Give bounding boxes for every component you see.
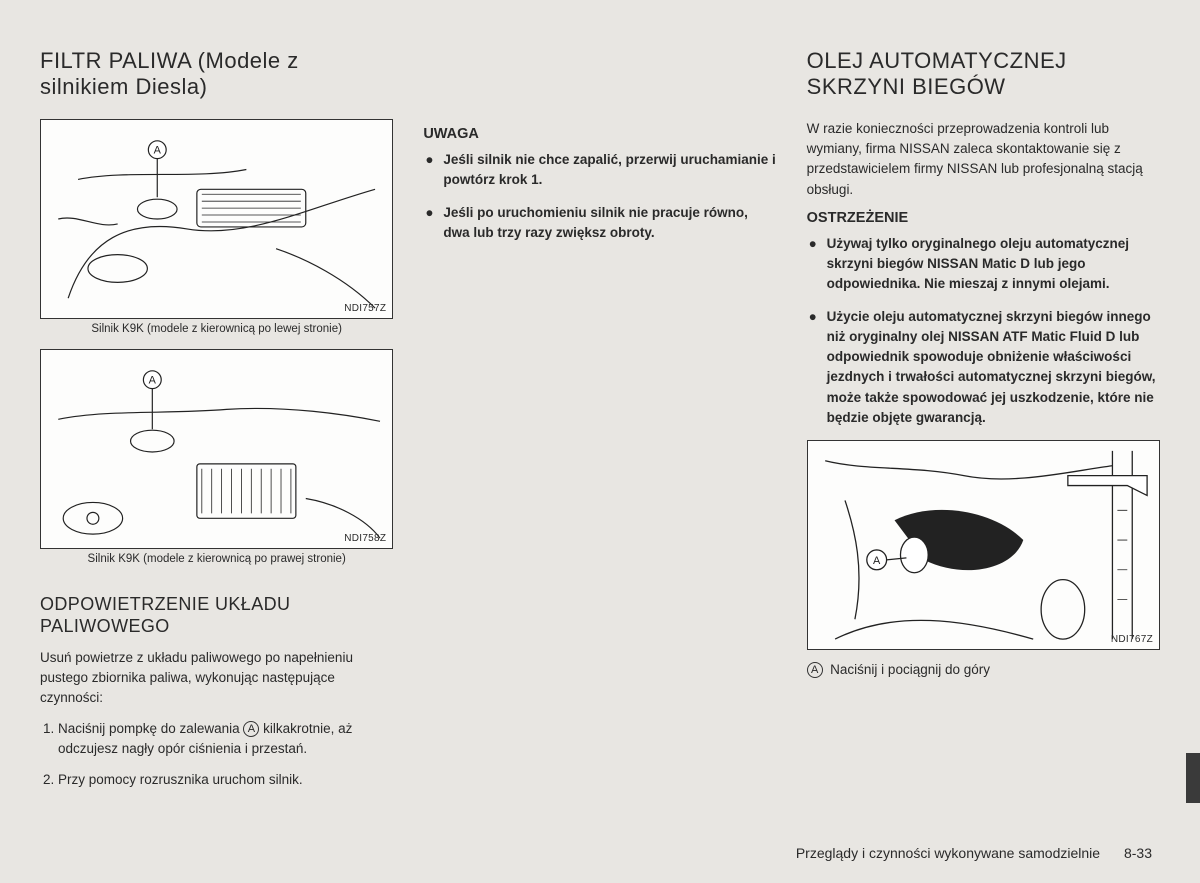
figure-code-3: NDI767Z [1111,634,1153,645]
column-middle: UWAGA Jeśli silnik nie chce zapalić, prz… [423,48,776,863]
uwaga-item-2: Jeśli po uruchomieniu silnik nie pracuje… [423,203,776,244]
figure-code-1: NDI757Z [344,303,386,314]
column-left: FILTR PALIWA (Modele z silnikiem Diesla)… [40,48,393,863]
column-right: OLEJ AUTOMATYCZNEJ SKRZYNI BIEGÓW W razi… [807,48,1160,863]
steps-list: Naciśnij pompkę do zalewania A kilkakrot… [40,719,393,802]
engine-diagram-1: A [41,120,392,318]
footer-text: Przeglądy i czynności wykonywane samodzi… [796,845,1100,861]
svg-text:A: A [154,144,162,156]
section-tab [1186,753,1200,803]
uwaga-heading: UWAGA [423,126,776,142]
uwaga-list: Jeśli silnik nie chce zapalić, przerwij … [423,150,776,255]
warning-item-2: Użycie oleju automatycznej skrzyni biegó… [807,307,1160,429]
label-a-inline: A [243,721,259,737]
warning-list: Używaj tylko oryginalnego oleju automaty… [807,234,1160,440]
page-footer: Przeglądy i czynności wykonywane samodzi… [796,845,1152,861]
right-intro: W razie konieczności przeprowadzenia kon… [807,119,1160,200]
left-subtitle: ODPOWIETRZENIE UKŁADU PALIWOWEGO [40,593,393,638]
figure-legend: A Naciśnij i pociągnij do góry [807,662,1160,678]
left-intro: Usuń powietrze z układu paliwowego po na… [40,648,393,709]
right-title: OLEJ AUTOMATYCZNEJ SKRZYNI BIEGÓW [807,48,1160,101]
uwaga-item-1: Jeśli silnik nie chce zapalić, przerwij … [423,150,776,191]
warning-heading: OSTRZEŻENIE [807,210,1160,226]
page-grid: FILTR PALIWA (Modele z silnikiem Diesla)… [40,48,1160,863]
label-a-legend: A [807,662,823,678]
step-1a: Naciśnij pompkę do zalewania [58,721,243,736]
figure-engine-left: A NDI757Z [40,119,393,319]
svg-text:A: A [873,555,881,567]
step-2: Przy pomocy rozrusznika uruchom silnik. [58,770,393,791]
figure-code-2: NDI758Z [344,533,386,544]
legend-text: Naciśnij i pociągnij do góry [830,662,990,677]
atf-diagram: A [808,441,1159,649]
figure-caption-2: Silnik K9K (modele z kierownicą po prawe… [40,553,393,565]
figure-caption-1: Silnik K9K (modele z kierownicą po lewej… [40,323,393,335]
page-number: 8-33 [1124,845,1152,861]
engine-diagram-2: A [41,350,392,548]
warning-item-1: Używaj tylko oryginalnego oleju automaty… [807,234,1160,295]
step-1: Naciśnij pompkę do zalewania A kilkakrot… [58,719,393,761]
figure-engine-right: A NDI758Z [40,349,393,549]
figure-atf: A NDI767Z [807,440,1160,650]
svg-text:A: A [149,374,157,386]
left-title: FILTR PALIWA (Modele z silnikiem Diesla) [40,48,393,101]
